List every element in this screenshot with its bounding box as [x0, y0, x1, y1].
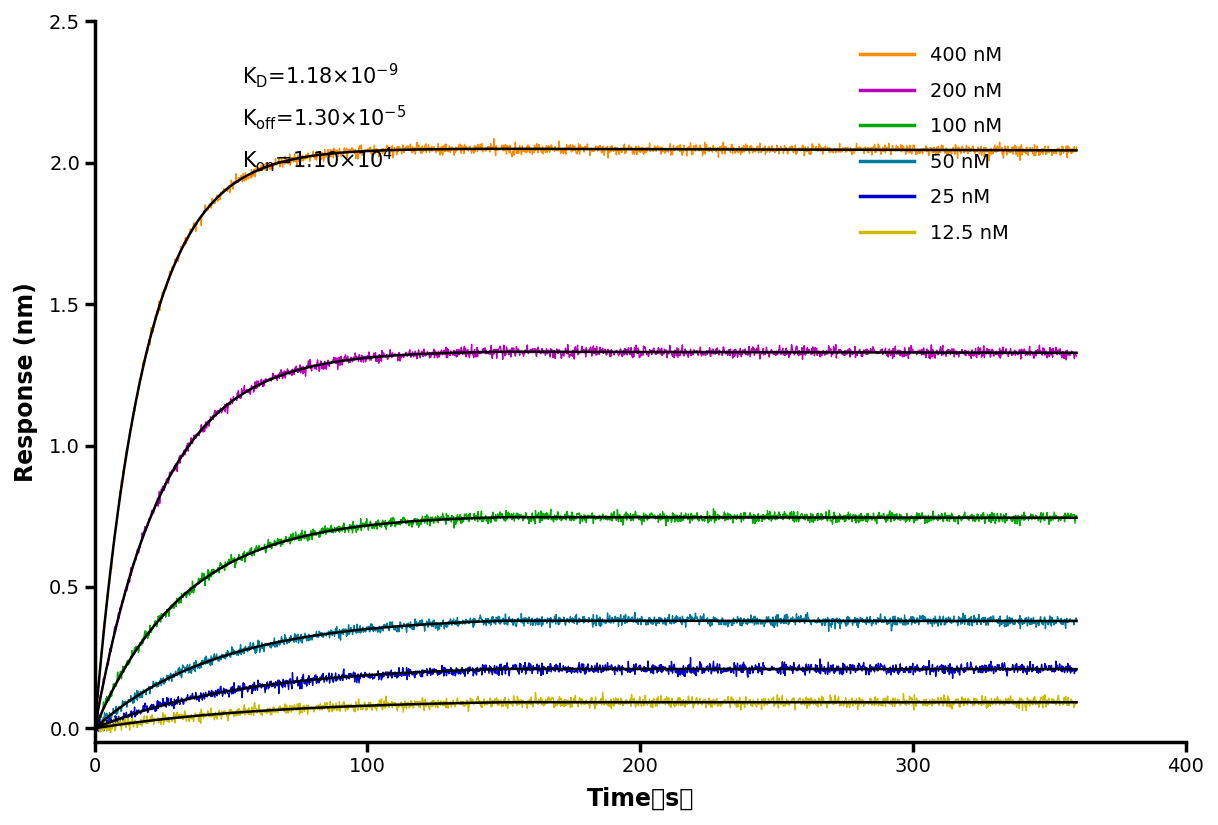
Y-axis label: Response (nm): Response (nm) [13, 282, 38, 482]
Text: K$_\mathrm{D}$=1.18×10$^{-9}$
K$_\mathrm{off}$=1.30×10$^{-5}$
K$_\mathrm{on}$=1.: K$_\mathrm{D}$=1.18×10$^{-9}$ K$_\mathrm… [242, 61, 407, 174]
Legend: 400 nM, 200 nM, 100 nM, 50 nM, 25 nM, 12.5 nM: 400 nM, 200 nM, 100 nM, 50 nM, 25 nM, 12… [851, 38, 1016, 251]
X-axis label: Time（s）: Time（s） [587, 787, 694, 811]
